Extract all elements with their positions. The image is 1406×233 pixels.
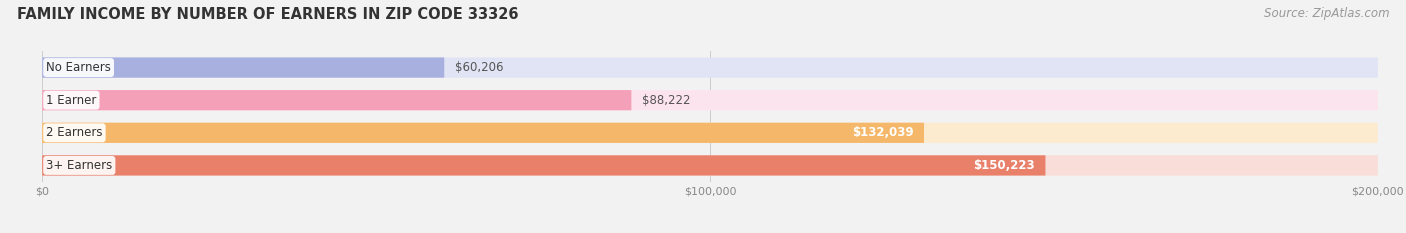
Text: No Earners: No Earners	[46, 61, 111, 74]
FancyBboxPatch shape	[42, 58, 444, 78]
FancyBboxPatch shape	[42, 58, 1378, 78]
Text: 1 Earner: 1 Earner	[46, 94, 97, 107]
Text: Source: ZipAtlas.com: Source: ZipAtlas.com	[1264, 7, 1389, 20]
Text: 3+ Earners: 3+ Earners	[46, 159, 112, 172]
Text: $132,039: $132,039	[852, 126, 914, 139]
Text: $150,223: $150,223	[973, 159, 1035, 172]
Text: 2 Earners: 2 Earners	[46, 126, 103, 139]
Text: $88,222: $88,222	[643, 94, 690, 107]
Text: FAMILY INCOME BY NUMBER OF EARNERS IN ZIP CODE 33326: FAMILY INCOME BY NUMBER OF EARNERS IN ZI…	[17, 7, 519, 22]
FancyBboxPatch shape	[42, 90, 1378, 110]
FancyBboxPatch shape	[42, 123, 924, 143]
FancyBboxPatch shape	[42, 123, 1378, 143]
FancyBboxPatch shape	[42, 155, 1046, 175]
FancyBboxPatch shape	[42, 155, 1378, 175]
FancyBboxPatch shape	[42, 90, 631, 110]
Text: $60,206: $60,206	[456, 61, 503, 74]
